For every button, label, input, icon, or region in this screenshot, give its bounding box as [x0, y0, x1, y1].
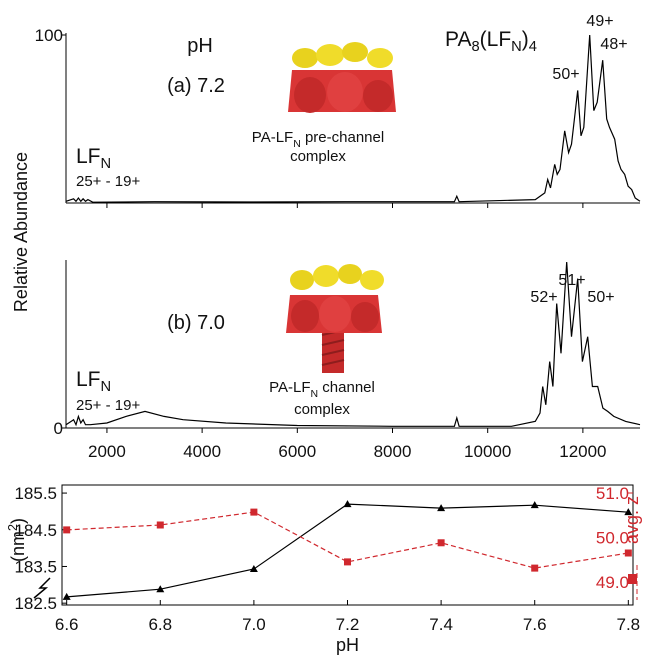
x-tick-label: 12000 — [559, 442, 606, 461]
annotation: complex — [290, 148, 346, 165]
spectrum-line — [65, 261, 641, 427]
annotation: PA-LFN pre-channel — [252, 129, 384, 150]
marker — [344, 558, 351, 566]
text-script: N — [311, 388, 319, 400]
text-script: N — [101, 379, 112, 395]
annotation: LFN — [76, 145, 111, 172]
annotation: pH — [187, 35, 213, 57]
marker — [624, 549, 632, 557]
marker — [530, 501, 539, 509]
x-axis-label: pH — [336, 635, 359, 655]
marker — [249, 565, 258, 573]
text-script: 8 — [471, 39, 479, 55]
annotation: PA-LFN channel — [269, 379, 375, 400]
x-tick-label: 7.2 — [336, 615, 360, 634]
annotation: 48+ — [600, 36, 627, 53]
x-tick-label: 7.8 — [616, 615, 640, 634]
series-line — [66, 503, 629, 598]
annotation: 50+ — [552, 66, 579, 83]
marker — [62, 592, 71, 600]
y-tick-label: 182.5 — [14, 594, 57, 613]
marker — [624, 508, 633, 516]
x-tick-label: 4000 — [183, 442, 221, 461]
annotation: (b) 7.0 — [167, 312, 225, 334]
x-tick-label: 7.4 — [429, 615, 453, 634]
annotation: 52+ — [530, 289, 557, 306]
text-part: LF — [76, 145, 101, 168]
annotation: 51+ — [558, 272, 585, 289]
marker — [156, 521, 164, 529]
text-script: N — [293, 138, 301, 150]
annotation: complex — [294, 401, 350, 418]
text-part: channel — [318, 379, 375, 396]
text-part: (LF — [480, 28, 512, 51]
text-part: LF — [76, 368, 101, 391]
axis-break-icon — [33, 577, 51, 599]
x-tick-label: 2000 — [88, 442, 126, 461]
text-part: ) — [522, 28, 529, 51]
y2-tick-label: 50.0 — [596, 528, 629, 547]
y-tick-label: 0 — [54, 419, 63, 438]
y-tick-label: 100 — [35, 26, 63, 45]
text-part: PA — [445, 28, 471, 51]
x-tick-label: 6000 — [278, 442, 316, 461]
marker — [156, 585, 165, 593]
y-axis-label: Relative Abundance — [11, 152, 31, 312]
marker — [250, 508, 258, 516]
text-part: PA-LF — [269, 379, 310, 396]
text-script: 2 — [6, 524, 20, 531]
text-script: N — [101, 156, 112, 172]
annotation: 50+ — [587, 289, 614, 306]
text-part: PA-LF — [252, 129, 293, 146]
annotation: LFN — [76, 368, 111, 395]
y-tick-label: 184.5 — [14, 521, 57, 540]
marker — [63, 526, 71, 534]
y2-axis-label: avg. z — [622, 496, 642, 544]
annotation: PA8(LFN)4 — [445, 28, 537, 55]
text-script: N — [511, 39, 522, 55]
annotation: 25+ - 19+ — [76, 397, 140, 414]
marker — [437, 504, 446, 512]
annotation: (a) 7.2 — [167, 75, 225, 97]
x-tick-label: 8000 — [374, 442, 412, 461]
text-script: 4 — [529, 39, 537, 55]
legend-marker — [628, 574, 637, 584]
y-axis-label: (nm2) — [6, 518, 28, 562]
y-tick-label: 183.5 — [14, 557, 57, 576]
y-tick-label: 185.5 — [14, 484, 57, 503]
x-tick-label: 6.8 — [148, 615, 172, 634]
x-tick-label: 7.0 — [242, 615, 266, 634]
x-tick-label: 10000 — [464, 442, 511, 461]
marker — [531, 564, 539, 572]
y2-tick-label: 51.0 — [596, 484, 629, 503]
text-part: pre-channel — [301, 129, 384, 146]
x-tick-label: 7.6 — [523, 615, 547, 634]
annotation: 49+ — [586, 13, 613, 30]
spectrum-line — [65, 34, 641, 203]
annotation: 25+ - 19+ — [76, 173, 140, 190]
text-part: (nm — [8, 531, 28, 562]
marker — [437, 539, 445, 547]
pre-channel-complex-icon — [288, 42, 396, 113]
x-tick-label: 6.6 — [55, 615, 79, 634]
text-part: ) — [8, 518, 28, 524]
y2-tick-label: 49.0 — [596, 573, 629, 592]
channel-complex-icon — [286, 264, 384, 373]
marker — [343, 500, 352, 508]
